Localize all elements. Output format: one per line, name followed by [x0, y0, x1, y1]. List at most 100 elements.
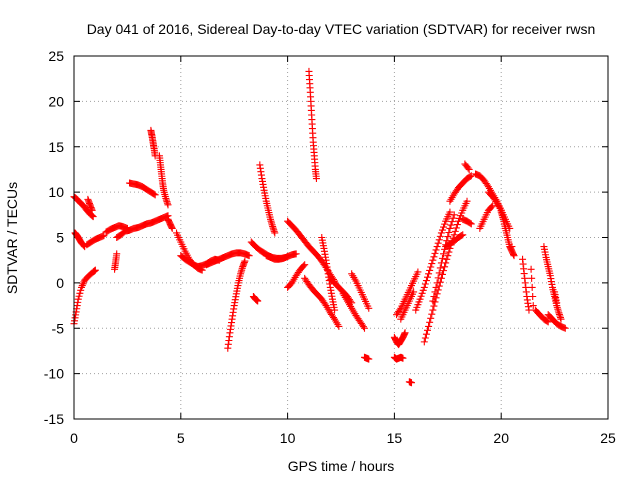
- data-point: [77, 286, 85, 294]
- data-point: [301, 261, 309, 269]
- data-point: [432, 246, 440, 254]
- series-arc24: [301, 274, 343, 330]
- data-point: [365, 355, 373, 363]
- data-point: [427, 263, 435, 271]
- data-point: [430, 253, 438, 261]
- data-point: [76, 289, 84, 297]
- y-tick-label: -15: [44, 411, 64, 427]
- data-point: [443, 255, 451, 263]
- series-arc15: [202, 249, 253, 269]
- data-point: [446, 208, 454, 216]
- data-point: [444, 252, 452, 260]
- data-point: [466, 172, 474, 180]
- data-point: [528, 283, 536, 291]
- data-point: [91, 266, 99, 274]
- data-point: [401, 329, 409, 337]
- series-arc6: [102, 222, 131, 236]
- data-point: [444, 233, 452, 241]
- data-point: [435, 236, 443, 244]
- series-arc28: [348, 270, 373, 312]
- series-arc49: [531, 306, 552, 326]
- data-point: [449, 214, 457, 222]
- series-arc2: [70, 266, 99, 328]
- series-arc33: [397, 288, 418, 323]
- data-point: [430, 292, 438, 300]
- series-arc40: [461, 160, 473, 173]
- x-tick-label: 10: [280, 430, 296, 446]
- data-point: [428, 260, 436, 268]
- data-point: [510, 252, 518, 260]
- data-point: [407, 379, 415, 387]
- data-point: [359, 323, 367, 331]
- series-arc51: [544, 311, 569, 332]
- series-arc9: [126, 179, 159, 199]
- data-point: [420, 283, 428, 291]
- data-point: [450, 231, 458, 239]
- data-point: [528, 274, 536, 282]
- data-point: [445, 229, 453, 237]
- data-point: [458, 231, 466, 239]
- data-point: [453, 221, 461, 229]
- y-tick-label: 20: [48, 93, 64, 109]
- y-tick-label: 25: [48, 48, 64, 64]
- data-point: [150, 190, 158, 198]
- series-arc46: [508, 243, 516, 251]
- data-point: [430, 302, 438, 310]
- data-point: [440, 223, 448, 231]
- series-arc8: [113, 212, 172, 241]
- x-tick-label: 20: [493, 430, 509, 446]
- y-tick-label: 5: [56, 230, 64, 246]
- data-point: [527, 265, 535, 273]
- data-point: [467, 220, 475, 228]
- data-point: [410, 288, 418, 296]
- data-point: [312, 175, 320, 183]
- series-arc29: [360, 353, 373, 363]
- data-point: [441, 220, 449, 228]
- data-point: [292, 250, 300, 258]
- data-point: [445, 248, 453, 256]
- data-point: [414, 268, 422, 276]
- data-point: [434, 274, 442, 282]
- data-point: [418, 289, 426, 297]
- data-point: [431, 249, 439, 257]
- data-point: [463, 197, 471, 205]
- y-tick-label: -10: [44, 366, 64, 382]
- plot-frame: [73, 55, 609, 420]
- data-point: [331, 306, 339, 314]
- series-arc22: [305, 67, 320, 183]
- series-arc38: [442, 231, 467, 251]
- series-arc43: [476, 202, 497, 232]
- series-arc52: [551, 288, 561, 307]
- data-point: [432, 283, 440, 291]
- data-point: [80, 242, 88, 250]
- data-point: [436, 278, 444, 286]
- x-tick-labels: 0 5 10 15 20 25: [70, 430, 616, 446]
- data-point: [446, 224, 454, 232]
- data-point: [451, 227, 459, 235]
- data-point: [448, 218, 456, 226]
- data-point: [360, 324, 368, 332]
- data-point: [429, 256, 437, 264]
- data-point: [74, 295, 82, 303]
- data-point: [447, 221, 455, 229]
- data-point: [365, 304, 373, 312]
- y-tick-label: -5: [52, 320, 65, 336]
- series-arc27: [339, 290, 368, 332]
- data-point: [544, 318, 552, 326]
- series-arc34: [405, 378, 415, 387]
- y-tick-labels: -15 -10 -5 0 5 10 15 20 25: [44, 48, 64, 427]
- series-arc23: [284, 261, 309, 291]
- data-point: [429, 306, 437, 314]
- data-point: [88, 206, 96, 214]
- data-point: [164, 201, 172, 209]
- data-point: [525, 306, 533, 314]
- x-tick-label: 25: [600, 430, 616, 446]
- data-point: [422, 277, 430, 285]
- data-point: [437, 259, 445, 267]
- x-axis-label: GPS time / hours: [288, 458, 395, 474]
- data-point: [543, 317, 551, 325]
- data-point: [433, 279, 441, 287]
- series-arc4: [83, 232, 108, 249]
- data-point: [426, 266, 434, 274]
- data-point: [425, 270, 433, 278]
